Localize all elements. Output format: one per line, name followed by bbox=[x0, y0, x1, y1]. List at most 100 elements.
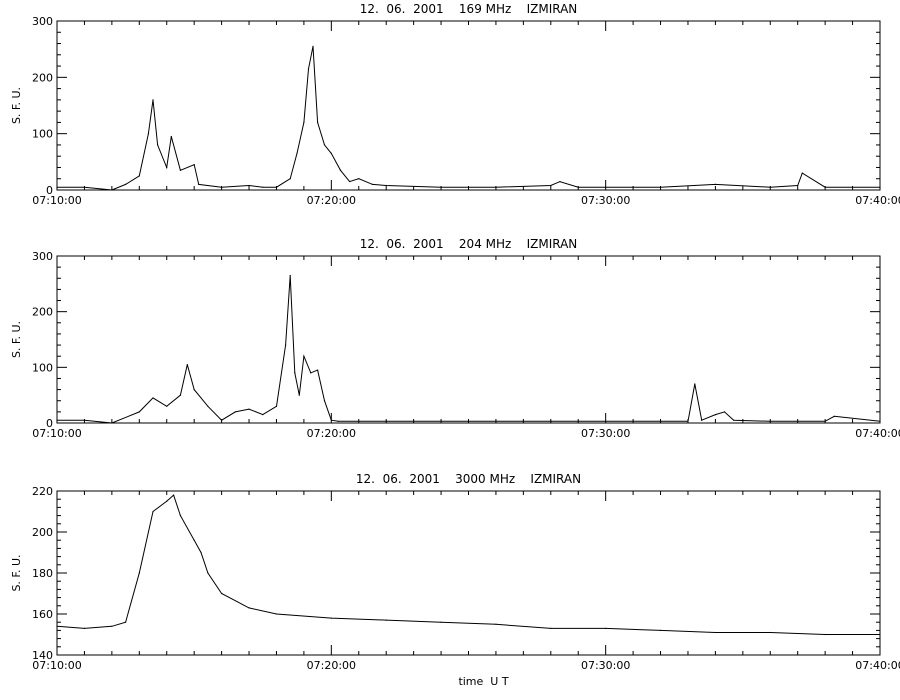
data-point bbox=[323, 400, 326, 402]
data-point bbox=[303, 121, 305, 123]
data-point bbox=[337, 420, 339, 422]
data-point bbox=[193, 164, 195, 166]
x-tick-label: 07:10:00 bbox=[32, 659, 81, 672]
data-point bbox=[170, 135, 172, 138]
y-tick-label: 220 bbox=[32, 485, 53, 498]
data-point bbox=[605, 186, 607, 188]
x-tick-label: 07:30:00 bbox=[581, 427, 630, 440]
data-point bbox=[769, 186, 771, 188]
y-tick-label: 100 bbox=[32, 128, 53, 141]
data-point bbox=[714, 183, 717, 185]
data-point bbox=[687, 420, 689, 422]
data-point bbox=[248, 184, 250, 187]
data-point bbox=[285, 344, 287, 346]
data-point bbox=[769, 631, 771, 634]
y-tick-label: 0 bbox=[46, 417, 53, 430]
plot-frame bbox=[56, 255, 881, 424]
data-point bbox=[385, 420, 387, 422]
y-tick-label: 140 bbox=[32, 649, 53, 662]
data-point bbox=[824, 186, 826, 188]
data-point bbox=[179, 394, 182, 396]
data-point bbox=[83, 627, 86, 629]
data-point bbox=[385, 184, 387, 187]
series-line-1 bbox=[56, 494, 880, 635]
data-point bbox=[833, 415, 835, 417]
data-point bbox=[248, 607, 250, 609]
data-point bbox=[879, 420, 881, 422]
y-axis-label: S. F. U. bbox=[10, 321, 23, 358]
y-tick-label: 180 bbox=[32, 567, 53, 580]
data-point bbox=[605, 627, 607, 629]
data-point bbox=[166, 500, 168, 502]
data-point bbox=[221, 419, 223, 421]
data-point bbox=[179, 169, 182, 171]
data-point bbox=[207, 405, 209, 407]
data-point bbox=[307, 68, 310, 70]
data-point bbox=[349, 180, 351, 183]
data-point bbox=[550, 420, 552, 422]
data-point bbox=[550, 627, 552, 629]
data-point bbox=[723, 411, 726, 413]
data-point bbox=[440, 186, 442, 188]
y-tick-label: 200 bbox=[32, 526, 53, 539]
data-point bbox=[714, 414, 717, 416]
panel-1: 07:10:00 07:20:00 07:30:00 07:40:00 0 100 200 3… bbox=[10, 2, 900, 207]
data-point bbox=[152, 99, 154, 101]
data-point bbox=[559, 180, 561, 183]
data-point bbox=[371, 183, 374, 185]
data-point bbox=[138, 175, 140, 177]
data-point bbox=[138, 411, 140, 413]
y-tick-label: 200 bbox=[32, 71, 53, 84]
x-tick-label: 07:30:00 bbox=[581, 659, 630, 672]
data-point bbox=[262, 186, 264, 188]
data-point bbox=[56, 419, 58, 421]
data-point bbox=[495, 186, 497, 188]
data-point bbox=[207, 572, 209, 574]
data-point bbox=[385, 619, 387, 621]
y-axis-label: S. F. U. bbox=[10, 87, 23, 124]
data-point bbox=[221, 592, 223, 595]
chart-title: 12. 06. 2001 169 MHz IZMIRAN bbox=[360, 2, 578, 16]
series-line-1 bbox=[57, 275, 881, 424]
data-point bbox=[275, 186, 278, 188]
data-point bbox=[156, 144, 159, 146]
data-point bbox=[495, 623, 497, 625]
data-point bbox=[296, 152, 298, 154]
data-point bbox=[152, 510, 154, 513]
data-point bbox=[733, 419, 735, 421]
data-point bbox=[701, 419, 703, 421]
x-tick-label: 07:40:00 bbox=[855, 427, 900, 440]
data-point bbox=[172, 494, 175, 496]
data-point bbox=[83, 186, 86, 188]
y-tick-label: 300 bbox=[32, 15, 53, 28]
data-point bbox=[289, 178, 291, 180]
data-point bbox=[298, 394, 300, 396]
data-point bbox=[289, 274, 291, 277]
data-point bbox=[111, 189, 113, 191]
data-point bbox=[221, 186, 223, 188]
data-point bbox=[323, 144, 326, 146]
data-point bbox=[166, 405, 168, 407]
data-point bbox=[879, 186, 881, 188]
data-point bbox=[330, 419, 332, 421]
data-point bbox=[200, 551, 202, 554]
data-point bbox=[83, 419, 86, 421]
y-tick-label: 200 bbox=[32, 306, 53, 319]
y-tick-label: 100 bbox=[32, 361, 53, 374]
data-point bbox=[317, 369, 319, 371]
chart-title: 12. 06. 2001 3000 MHz IZMIRAN bbox=[356, 472, 581, 486]
data-point bbox=[659, 186, 662, 188]
y-tick-label: 300 bbox=[32, 250, 53, 263]
data-point bbox=[879, 633, 881, 636]
data-point bbox=[193, 389, 195, 391]
panel-2: 07:10:00 07:20:00 07:30:00 07:40:00 0 100 200 3… bbox=[10, 237, 900, 440]
data-point bbox=[186, 363, 188, 366]
data-point bbox=[312, 45, 314, 47]
data-point bbox=[605, 420, 607, 422]
data-point bbox=[330, 617, 332, 619]
data-point bbox=[330, 152, 332, 154]
data-point bbox=[111, 422, 113, 424]
data-point bbox=[124, 183, 127, 185]
x-tick-label: 07:40:00 bbox=[855, 659, 900, 672]
data-point bbox=[193, 539, 195, 541]
